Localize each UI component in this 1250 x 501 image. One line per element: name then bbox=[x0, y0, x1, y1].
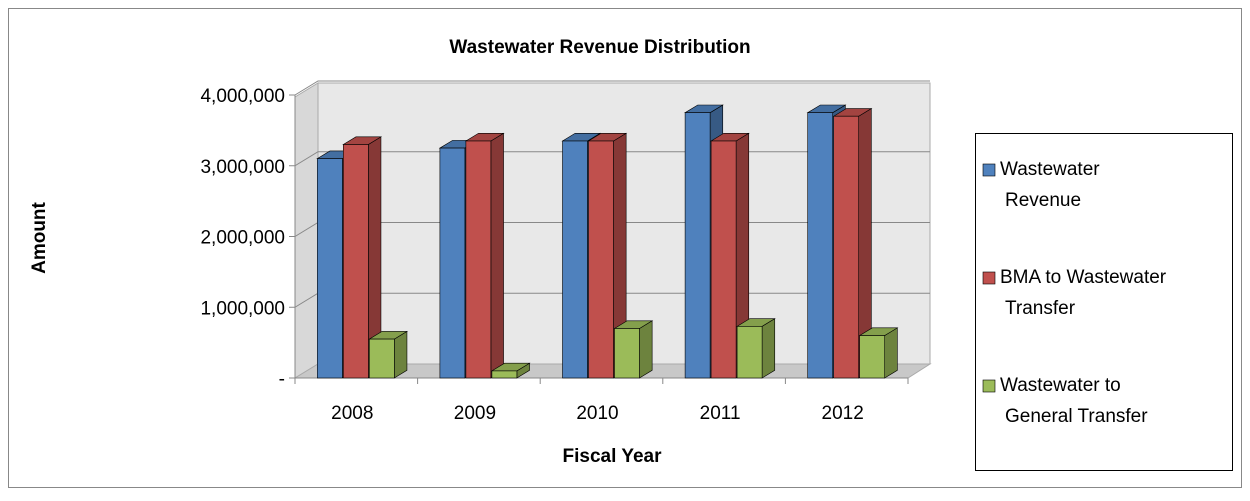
bar bbox=[588, 140, 614, 379]
y-tick-label: 1,000,000 bbox=[200, 298, 285, 319]
bar bbox=[833, 115, 860, 379]
bar bbox=[316, 158, 343, 379]
bar bbox=[368, 338, 395, 379]
grid-line bbox=[294, 80, 930, 96]
legend-label: Wastewater Revenue bbox=[1000, 159, 1100, 211]
bar-side bbox=[639, 320, 653, 379]
bar bbox=[342, 144, 369, 379]
x-axis-label: Fiscal Year bbox=[563, 446, 663, 467]
legend bbox=[975, 133, 1233, 471]
bar bbox=[807, 112, 834, 379]
x-tick-label: 2010 bbox=[576, 403, 618, 424]
legend-swatch bbox=[982, 163, 996, 177]
legend-line: Wastewater to bbox=[1000, 375, 1121, 396]
y-tick-label: 3,000,000 bbox=[200, 157, 285, 178]
x-tick-label: 2009 bbox=[454, 403, 496, 424]
legend-line: Wastewater bbox=[1000, 159, 1100, 180]
bar bbox=[562, 140, 588, 379]
bar-side bbox=[761, 318, 776, 379]
side-wall bbox=[294, 82, 319, 379]
legend-swatch bbox=[982, 379, 996, 393]
bar bbox=[736, 326, 763, 379]
bar-side bbox=[884, 327, 898, 379]
bar bbox=[614, 328, 640, 379]
x-tick-label: 2008 bbox=[331, 403, 373, 424]
legend-line: BMA to Wastewater bbox=[1000, 267, 1167, 288]
bar bbox=[439, 147, 466, 379]
legend-line: Transfer bbox=[1005, 298, 1076, 319]
y-axis-label: Amount bbox=[29, 201, 50, 273]
bar-side bbox=[490, 132, 504, 379]
legend-swatch bbox=[982, 271, 996, 285]
bar bbox=[491, 370, 518, 379]
bar bbox=[710, 140, 737, 379]
legend-line: General Transfer bbox=[1005, 406, 1148, 427]
legend-label: Wastewater to General Transfer bbox=[1000, 375, 1148, 427]
bar bbox=[465, 140, 492, 379]
legend-label: BMA to Wastewater Transfer bbox=[1000, 267, 1167, 319]
y-tick-label: 4,000,000 bbox=[200, 86, 285, 107]
y-tick-label: 2,000,000 bbox=[200, 228, 285, 249]
chart-title: Wastewater Revenue Distribution bbox=[449, 37, 750, 58]
x-tick-label: 2012 bbox=[822, 403, 864, 424]
bar-side bbox=[393, 330, 408, 379]
bar bbox=[859, 335, 886, 379]
x-tick-label: 2011 bbox=[700, 403, 741, 424]
y-tick-label: - bbox=[279, 369, 285, 390]
bar bbox=[684, 112, 711, 379]
legend-line: Revenue bbox=[1005, 190, 1081, 211]
